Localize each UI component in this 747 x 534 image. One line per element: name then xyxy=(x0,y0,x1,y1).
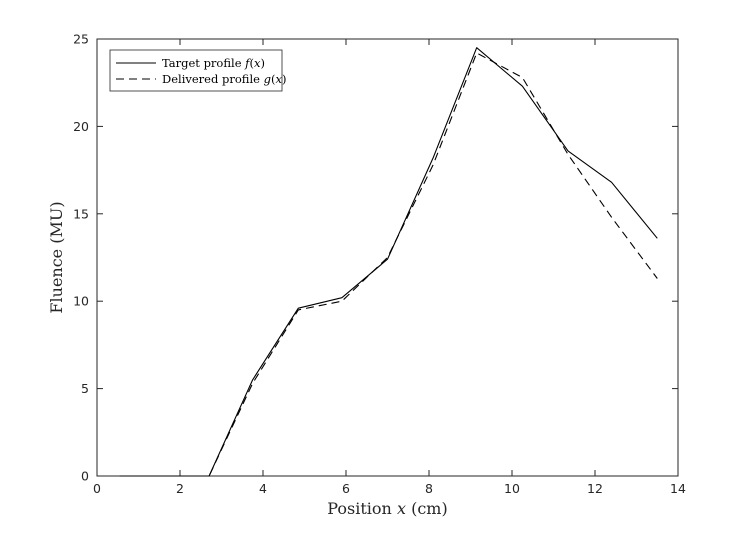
x-tick-label: 4 xyxy=(259,481,267,496)
x-axis-label: Position x (cm) xyxy=(327,499,447,518)
x-tick-label: 2 xyxy=(176,481,184,496)
y-tick-label: 10 xyxy=(73,294,89,309)
y-tick-label: 0 xyxy=(81,469,89,484)
legend-box xyxy=(109,49,283,92)
legend-label-delivered: Delivered profile g(x) xyxy=(162,72,286,86)
x-tick-label: 14 xyxy=(670,481,686,496)
plot-area: 0 2 4 6 8 10 12 14 0 5 10 15 20 25 Position x (cm) Flue… xyxy=(47,32,686,519)
x-tick-label: 0 xyxy=(93,481,101,496)
series-delivered-line xyxy=(119,52,658,477)
axes-box xyxy=(96,38,679,477)
legend: Target profile f(x) Delivered profile g(x… xyxy=(109,49,286,92)
y-tick-label: 15 xyxy=(73,206,89,221)
x-tick-label: 10 xyxy=(504,481,520,496)
y-tick-label: 5 xyxy=(81,381,89,396)
y-tick-label: 25 xyxy=(73,32,89,47)
x-tick-label: 6 xyxy=(342,481,350,496)
x-tick-label: 8 xyxy=(425,481,433,496)
series-target-line xyxy=(119,47,658,477)
legend-label-target: Target profile f(x) xyxy=(162,56,265,70)
y-tick-label: 20 xyxy=(73,119,89,134)
y-axis-label: Fluence (MU) xyxy=(47,201,66,313)
x-tick-label: 12 xyxy=(587,481,603,496)
